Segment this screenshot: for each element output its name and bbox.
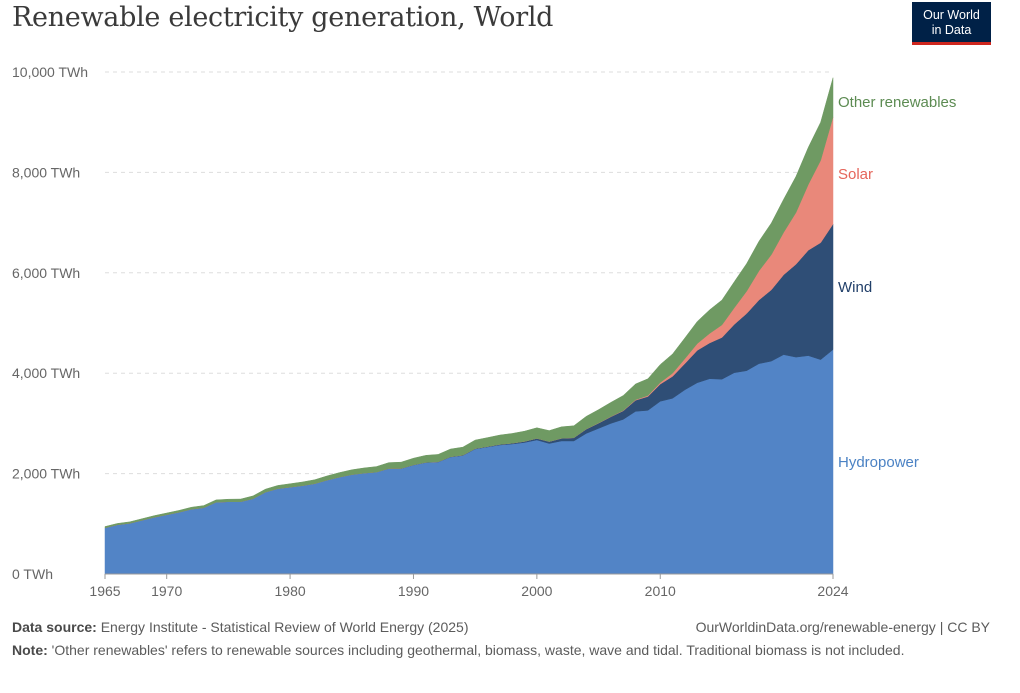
note-text: 'Other renewables' refers to renewable s… [51,642,905,658]
area-hydropower[interactable] [104,349,834,575]
data-source: Data source: Energy Institute - Statisti… [12,619,469,635]
y-tick-label: 2,000 TWh [12,466,80,482]
label-wind: Wind [838,279,872,296]
x-tick-label: 1980 [275,583,306,599]
y-tick-label: 10,000 TWh [12,64,88,80]
license-text[interactable]: | CC BY [939,619,990,635]
source-url-link[interactable]: OurWorldinData.org/renewable-energy [695,619,936,635]
series-labels: Hydropower Wind Solar Other renewables [838,94,956,471]
owid-logo[interactable]: Our World in Data [912,2,991,45]
stacked-area-chart[interactable]: 0 TWh 2,000 TWh 4,000 TWh 6,000 TWh 8,000 TW… [0,0,1020,612]
area-other-renewables[interactable] [104,77,834,529]
y-tick-label: 6,000 TWh [12,265,80,281]
area-series [104,77,834,575]
axes: 0 TWh 2,000 TWh 4,000 TWh 6,000 TWh 8,000 TW… [12,64,849,599]
y-tick-label: 0 TWh [12,566,53,582]
x-tick-label: 2024 [817,583,848,599]
data-source-text[interactable]: Energy Institute - Statistical Review of… [100,619,469,635]
x-tick-label: 1965 [89,583,120,599]
data-source-label: Data source: [12,619,97,635]
label-other-renewables: Other renewables [838,94,956,111]
label-solar: Solar [838,166,873,183]
chart-note: Note: 'Other renewables' refers to renew… [12,641,942,659]
chart-title: Renewable electricity generation, World [12,2,554,33]
x-tick-label: 2000 [521,583,552,599]
y-tick-label: 8,000 TWh [12,164,80,180]
logo-line-1: Our World [923,8,980,22]
logo-line-2: in Data [931,23,972,37]
footer-url: OurWorldinData.org/renewable-energy | CC… [696,619,990,635]
x-tick-label: 1990 [398,583,429,599]
x-tick-label: 2010 [645,583,676,599]
note-label: Note: [12,642,48,658]
x-tick-label: 1970 [151,583,182,599]
y-tick-label: 4,000 TWh [12,365,80,381]
label-hydropower: Hydropower [838,454,919,471]
